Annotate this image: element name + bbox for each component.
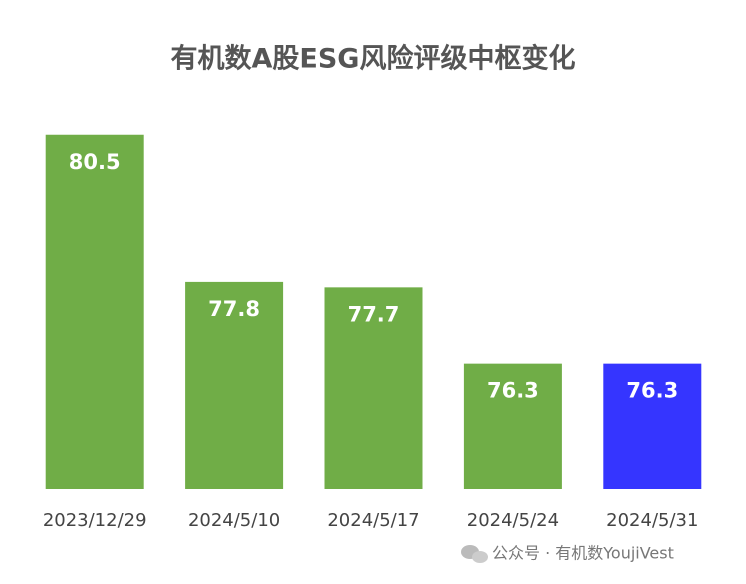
x-tick-label: 2024/5/17: [327, 510, 419, 531]
watermark: 公众号 · 有机数YoujiVest: [492, 544, 674, 563]
x-tick-label: 2024/5/10: [188, 510, 280, 531]
value-label: 76.3: [487, 379, 539, 403]
x-tick-label: 2024/5/31: [606, 510, 698, 531]
bar: [45, 134, 144, 489]
x-tick-label: 2023/12/29: [43, 510, 147, 531]
watermark-icon: [461, 545, 488, 563]
bar: [463, 363, 562, 489]
bar: [324, 287, 423, 489]
chart-title: 有机数A股ESG风险评级中枢变化: [171, 43, 576, 75]
bar: [185, 281, 284, 489]
value-label: 77.7: [348, 302, 400, 326]
x-tick-label: 2024/5/24: [467, 510, 559, 531]
bar: [603, 363, 702, 489]
value-label: 80.5: [69, 150, 121, 174]
value-label: 77.8: [208, 297, 260, 321]
value-label: 76.3: [626, 379, 678, 403]
